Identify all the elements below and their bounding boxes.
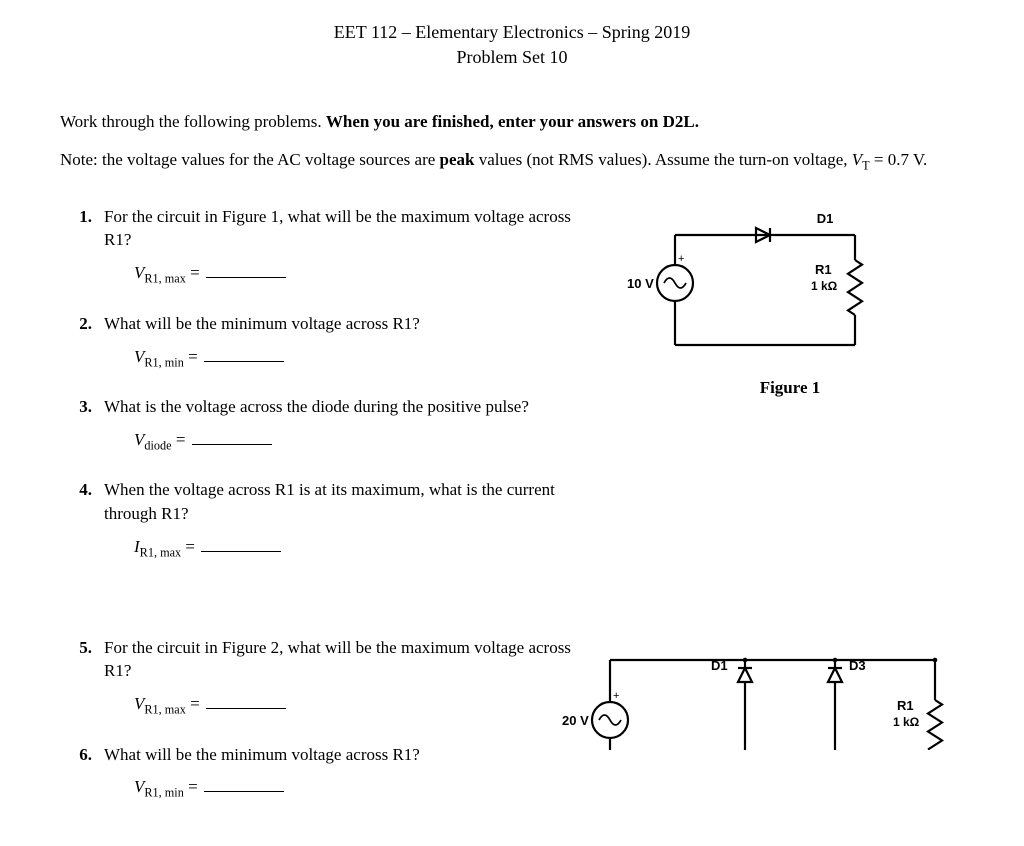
question-text: What is the voltage across the diode dur… xyxy=(104,395,580,419)
question-text: For the circuit in Figure 2, what will b… xyxy=(104,636,580,684)
question-text: What will be the minimum voltage across … xyxy=(104,312,580,336)
svg-text:D1: D1 xyxy=(711,658,728,673)
intro-bold: When you are finished, enter your answer… xyxy=(326,112,699,131)
svg-text:R1: R1 xyxy=(897,698,914,713)
answer-var: V xyxy=(134,777,144,796)
note-prefix: Note: the voltage values for the AC volt… xyxy=(60,150,440,169)
note-bold-peak: peak xyxy=(440,150,475,169)
answer-var: V xyxy=(134,263,144,282)
svg-text:+: + xyxy=(613,690,619,702)
question-text: For the circuit in Figure 1, what will b… xyxy=(104,205,580,253)
question-text: When the voltage across R1 is at its max… xyxy=(104,478,580,526)
answer-blank xyxy=(204,344,284,362)
answer-var: V xyxy=(134,694,144,713)
question-item: 1. For the circuit in Figure 1, what wil… xyxy=(60,205,580,302)
answer-blank xyxy=(206,260,286,278)
svg-text:1 kΩ: 1 kΩ xyxy=(811,279,838,293)
answer-blank xyxy=(201,534,281,552)
figure-2-circuit: +20 V D1 D3 R1 1 kΩ xyxy=(545,630,985,750)
answer-line: IR1, max = xyxy=(134,534,580,562)
question-number: 3. xyxy=(60,395,104,468)
answer-sub: R1, min xyxy=(144,355,183,369)
answer-sub: R1, min xyxy=(144,786,183,800)
answer-line: VR1, min = xyxy=(134,774,580,802)
question-item: 6. What will be the minimum voltage acro… xyxy=(60,743,580,816)
document-header: EET 112 – Elementary Electronics – Sprin… xyxy=(60,20,964,70)
question-item: 5. For the circuit in Figure 2, what wil… xyxy=(60,636,580,733)
svg-text:R1: R1 xyxy=(815,262,832,277)
note-middle: values (not RMS values). Assume the turn… xyxy=(475,150,852,169)
answer-line: Vdiode = xyxy=(134,427,580,455)
question-number: 4. xyxy=(60,478,104,575)
problem-set-title: Problem Set 10 xyxy=(60,45,964,70)
note-paragraph: Note: the voltage values for the AC volt… xyxy=(60,148,964,175)
course-title: EET 112 – Elementary Electronics – Sprin… xyxy=(60,20,964,45)
answer-sub: R1, max xyxy=(144,272,185,286)
answer-line: VR1, min = xyxy=(134,344,580,372)
question-number: 1. xyxy=(60,205,104,302)
answer-blank xyxy=(192,427,272,445)
svg-text:D3: D3 xyxy=(849,658,866,673)
note-var-sub: T xyxy=(862,159,869,173)
svg-text:+: + xyxy=(678,253,684,265)
question-item: 4. When the voltage across R1 is at its … xyxy=(60,478,580,575)
answer-sub: R1, max xyxy=(144,703,185,717)
question-item: 2. What will be the minimum voltage acro… xyxy=(60,312,580,385)
question-text: What will be the minimum voltage across … xyxy=(104,743,580,767)
question-number: 5. xyxy=(60,636,104,733)
answer-var: V xyxy=(134,347,144,366)
figures-column: +10 VD1R11 kΩ Figure 1 +20 VD1D3R11 kΩ xyxy=(600,205,964,826)
svg-text:10 V: 10 V xyxy=(627,276,654,291)
note-suffix: = 0.7 V. xyxy=(870,150,928,169)
figure-1: +10 V D1 R1 1 kΩ Figure 1 xyxy=(600,205,980,400)
answer-blank xyxy=(206,691,286,709)
answer-blank xyxy=(204,774,284,792)
answer-sub: diode xyxy=(144,438,171,452)
svg-text:20 V: 20 V xyxy=(562,713,589,728)
intro-prefix: Work through the following problems. xyxy=(60,112,326,131)
answer-line: VR1, max = xyxy=(134,691,580,719)
note-var: V xyxy=(852,150,862,169)
question-number: 2. xyxy=(60,312,104,385)
question-number: 6. xyxy=(60,743,104,816)
answer-sub: R1, max xyxy=(140,545,181,559)
svg-text:1 kΩ: 1 kΩ xyxy=(893,715,920,729)
figure-2: +20 V D1 D3 R1 1 kΩ xyxy=(545,630,985,750)
question-item: 3. What is the voltage across the diode … xyxy=(60,395,580,468)
intro-paragraph: Work through the following problems. Whe… xyxy=(60,110,964,134)
questions-column: 1. For the circuit in Figure 1, what wil… xyxy=(60,205,580,826)
answer-line: VR1, max = xyxy=(134,260,580,288)
answer-var: V xyxy=(134,430,144,449)
figure-1-circuit: +10 V D1 R1 1 kΩ xyxy=(600,205,900,370)
svg-text:D1: D1 xyxy=(817,211,834,226)
figure-1-caption: Figure 1 xyxy=(600,376,980,400)
